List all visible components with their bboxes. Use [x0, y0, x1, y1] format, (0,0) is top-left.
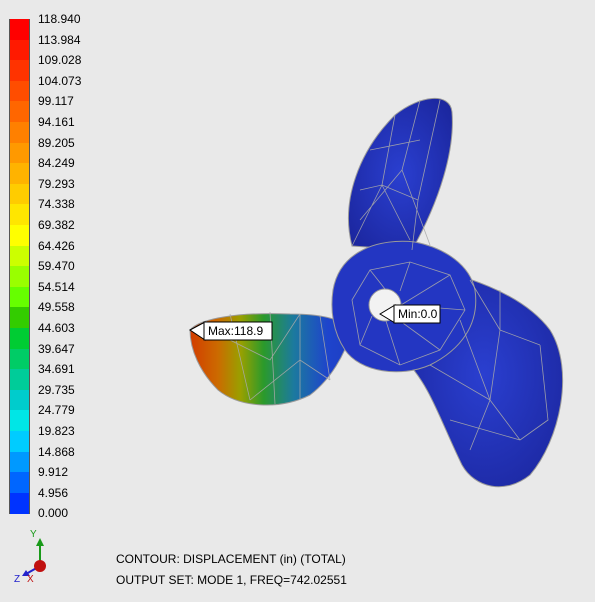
- legend-color-band: [9, 307, 30, 329]
- max-callout: Max:118.9: [189, 321, 273, 341]
- legend-color-band: [9, 369, 30, 391]
- legend-color-band: [9, 142, 30, 164]
- contour-title: CONTOUR: DISPLACEMENT (in) (TOTAL): [116, 552, 346, 566]
- legend-color-band: [9, 19, 30, 41]
- legend-value-label: 0.000: [38, 506, 69, 521]
- legend-value-label: 113.984: [38, 32, 81, 47]
- legend-value-label: 94.161: [38, 115, 75, 129]
- legend-color-band: [9, 101, 30, 123]
- legend-color-band: [9, 472, 30, 494]
- legend-color-band: [9, 492, 30, 514]
- legend-value-label: 69.382: [38, 218, 75, 232]
- legend-value-label: 29.735: [38, 382, 75, 397]
- legend-color-band: [9, 163, 30, 185]
- z-axis-label: Z: [14, 574, 20, 584]
- legend-color-band: [9, 286, 30, 308]
- legend-color-band: [9, 410, 30, 432]
- legend-color-band: [9, 183, 30, 205]
- legend-value-label: 14.868: [38, 444, 75, 459]
- contour-legend: 118.940 113.984 109.028 104.073 99.117 94.161…: [0, 0, 120, 530]
- legend-value-label: 84.249: [38, 156, 75, 171]
- legend-value-label: 109.028: [38, 53, 82, 68]
- legend-color-band: [9, 245, 30, 267]
- legend-color-band: [9, 225, 30, 247]
- legend-color-band: [9, 328, 30, 350]
- x-axis-label: X: [27, 574, 34, 584]
- min-callout: Min:0.0: [379, 304, 441, 324]
- legend-value-label: 89.205: [38, 135, 75, 150]
- legend-value-label: 34.691: [38, 362, 75, 377]
- legend-color-band: [9, 389, 30, 411]
- legend-value-label: 118.940: [38, 12, 81, 26]
- legend-value-label: 64.426: [38, 238, 75, 253]
- legend-color-band: [9, 39, 30, 61]
- legend-value-label: 19.823: [38, 424, 75, 438]
- legend-value-label: 44.603: [38, 321, 75, 335]
- y-axis-label: Y: [30, 529, 37, 540]
- legend-value-label: 24.779: [38, 403, 75, 418]
- legend-value-label: 104.073: [38, 73, 82, 88]
- legend-value-label: 79.293: [38, 176, 75, 191]
- legend-color-band: [9, 451, 30, 473]
- legend-value-label: 99.117: [38, 94, 74, 109]
- output-set-title: OUTPUT SET: MODE 1, FREQ=742.02551: [116, 573, 347, 587]
- legend-color-band: [9, 80, 30, 102]
- legend-color-band: [9, 266, 30, 288]
- legend-value-label: 59.470: [38, 259, 75, 274]
- min-callout-label: Min:0.0: [398, 307, 438, 321]
- legend-color-band: [9, 204, 30, 226]
- mesh-lines: [209, 99, 549, 451]
- max-callout-label: Max:118.9: [208, 324, 263, 338]
- axis-triad: Y Z X: [14, 529, 46, 584]
- legend-color-band: [9, 122, 30, 144]
- x-axis-arrow: [34, 560, 46, 572]
- legend-value-label: 39.647: [38, 341, 75, 356]
- legend-value-label: 9.912: [38, 465, 69, 480]
- legend-color-band: [9, 60, 30, 82]
- legend-color-band: [9, 348, 30, 370]
- legend-color-band: [9, 431, 30, 453]
- legend-value-label: 54.514: [38, 279, 75, 294]
- legend-value-label: 49.558: [38, 300, 75, 315]
- legend-value-label: 74.338: [38, 197, 75, 212]
- legend-value-label: 4.956: [38, 485, 69, 500]
- propeller-blade-upper: [348, 98, 453, 251]
